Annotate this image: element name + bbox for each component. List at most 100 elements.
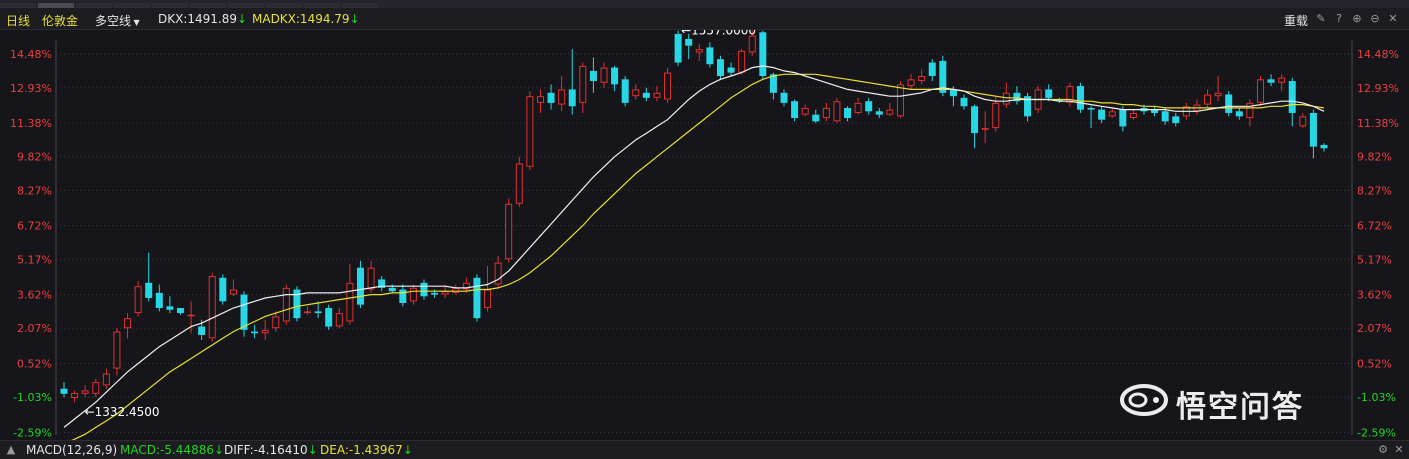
candle-body-down [1055, 99, 1063, 102]
y-tick-label-right: 11.38% [1357, 117, 1399, 130]
candle-body-down [971, 106, 979, 134]
candle-body-up [113, 331, 121, 369]
candlestick-chart[interactable]: -2.59% -2.59% -1.03% -1.03% 0.52% 0.52% 2.07% 2… [0, 24, 1409, 445]
wrench-icon[interactable]: ✎ [1316, 12, 1326, 25]
arrow-down-icon: ↓ [349, 12, 360, 26]
high-price-label: ←1557.0000 [681, 30, 756, 38]
candle-body-up [1066, 86, 1074, 103]
candle-body-up [896, 84, 904, 117]
candle-body-up [653, 92, 661, 98]
y-tick-label-left: -2.59% [13, 426, 52, 439]
candle-body-down [1309, 112, 1317, 147]
watermark-text: 悟空问答 [1176, 390, 1304, 425]
zoom-in-icon[interactable]: ⊕ [1352, 12, 1362, 25]
candle-body-up [992, 102, 1000, 129]
y-tick-label-left: 5.17% [17, 253, 52, 266]
y-tick-label-right: -1.03% [1357, 391, 1396, 404]
candle-body-down [780, 92, 788, 103]
candle-body-down [791, 101, 799, 119]
y-tick-label-left: 3.62% [17, 289, 52, 302]
y-tick-label-left: 6.72% [17, 220, 52, 233]
macd-value-text: MACD:-5.44886 [120, 443, 214, 457]
y-tick-label-right: 3.62% [1357, 289, 1392, 302]
candle-body-up [335, 313, 343, 327]
candle-body-up [1246, 102, 1254, 119]
candle-body-up [981, 128, 989, 130]
candle-body-up [134, 286, 142, 314]
candle-body-up [536, 96, 544, 103]
candle-body-up [462, 282, 470, 290]
candle-body-up [600, 67, 608, 83]
candle-body-up [505, 203, 513, 260]
settings-icon[interactable]: ⚙ [1378, 443, 1388, 456]
candle-body-down [473, 277, 481, 319]
y-tick-label-right: 9.82% [1357, 151, 1392, 164]
candle-body-down [378, 279, 386, 288]
dea-value: DEA:-1.43967↓ [320, 443, 413, 457]
candle-body-down [611, 67, 619, 85]
arrow-down-icon: ↓ [402, 443, 413, 457]
candle-body-up [738, 50, 746, 73]
candle-body-down [176, 308, 184, 314]
candle-body-up [695, 49, 703, 53]
watermark: 悟空问答 [1118, 378, 1348, 428]
candle-body-down [145, 282, 153, 298]
macd-indicator-bar: ▲ MACD(12,26,9) MACD:-5.44886 ↓ DIFF:-4.1… [0, 440, 1409, 459]
chevron-down-icon: ▼ [131, 18, 140, 27]
madkx-line [63, 73, 1325, 445]
candle-body-down [240, 294, 248, 330]
candle-body-down [865, 101, 873, 112]
candle-body-up [81, 390, 89, 394]
candle-body-up [187, 314, 195, 317]
candle-body-up [272, 316, 280, 329]
zoom-out-icon[interactable]: ⊖ [1370, 12, 1380, 25]
period-tab[interactable] [228, 3, 264, 8]
y-tick-label-right: 0.52% [1357, 358, 1392, 371]
collapse-icon[interactable]: ▲ [6, 443, 16, 456]
indicator-dropdown[interactable]: 多空线 ▼ [95, 12, 140, 29]
period-tab[interactable] [190, 3, 226, 8]
candle-body-down [949, 89, 957, 97]
y-tick-label-right: 14.48% [1357, 48, 1399, 61]
dkx-value: DKX:1491.89↓ [158, 12, 247, 26]
y-tick-label-left: 12.93% [10, 82, 52, 95]
candle-body-down [251, 331, 259, 334]
candle-body-up [71, 392, 79, 399]
period-label[interactable]: 日线 [6, 14, 31, 28]
period-tab[interactable] [114, 3, 150, 8]
candle-body-up [1204, 94, 1212, 105]
candle-body-down [388, 287, 396, 292]
close-icon[interactable]: ✕ [1394, 443, 1404, 456]
period-tab[interactable] [342, 3, 378, 8]
period-tab[interactable] [266, 3, 302, 8]
arrow-down-icon: ↓ [307, 443, 318, 457]
period-tab[interactable] [304, 3, 340, 8]
diff-value-text: DIFF:-4.16410 [224, 443, 308, 457]
candle-body-down [219, 277, 227, 302]
madkx-value-text: MADKX:1494.79 [252, 12, 350, 26]
candle-body-down [1225, 94, 1233, 113]
candle-body-up [664, 72, 672, 100]
macd-name[interactable]: MACD(12,26,9) [26, 443, 118, 457]
candle-body-up [1129, 112, 1137, 119]
reload-button[interactable]: 重载 [1284, 14, 1309, 28]
chart-svg[interactable]: -2.59% -2.59% -1.03% -1.03% 0.52% 0.52% 2.07% 2… [0, 24, 1409, 445]
close-icon[interactable]: ✕ [1388, 12, 1398, 25]
y-tick-label-left: 11.38% [10, 117, 52, 130]
period-tab[interactable] [76, 3, 112, 8]
y-tick-label-left: 9.82% [17, 151, 52, 164]
candle-body-up [346, 282, 354, 322]
candle-body-down [928, 62, 936, 76]
candle-body-down [727, 67, 735, 73]
candle-body-down [685, 38, 693, 46]
candle-body-up [918, 75, 926, 82]
candle-body-down [420, 282, 428, 297]
period-tab-active[interactable] [38, 3, 74, 8]
candle-body-down [293, 289, 301, 319]
candle-body-down [198, 326, 206, 335]
candle-body-down [166, 306, 174, 310]
candle-body-down [642, 92, 650, 98]
question-icon[interactable]: ? [1336, 12, 1342, 25]
period-tab[interactable] [0, 3, 36, 8]
period-tab[interactable] [152, 3, 188, 8]
